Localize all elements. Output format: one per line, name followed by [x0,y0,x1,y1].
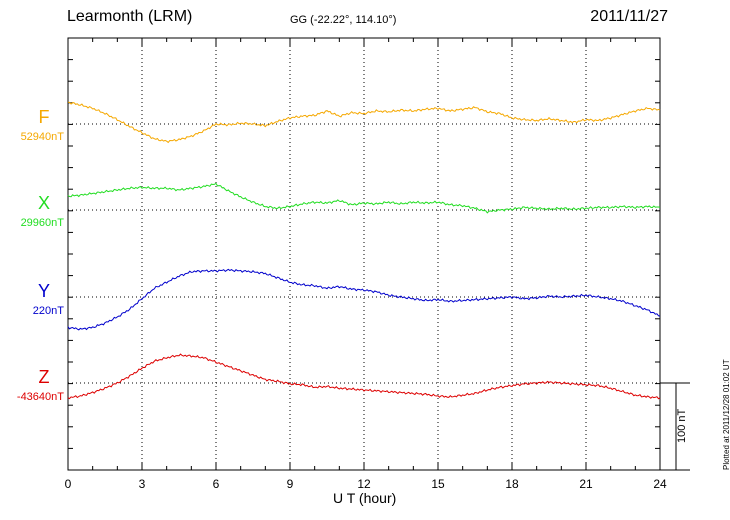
scale-bar [660,382,690,471]
series-line-x [67,182,661,214]
series-line-z [67,353,661,400]
x-tick-label: 9 [287,477,294,491]
scale-bar-label: 100 nT [676,408,688,443]
station-title: Learmonth (LRM) [67,8,193,25]
component-baseline-x: 29960nT [20,217,64,229]
x-tick-label: 0 [65,477,72,491]
component-letter-y: Y [37,281,50,301]
x-tick-label: 24 [653,477,667,491]
coordinates-label: GG (-22.22°, 114.10°) [290,14,397,26]
x-tick-label: 21 [579,477,593,491]
x-tick-label: 15 [431,477,445,491]
x-tick-labels: 0 3 6 9 12 15 18 21 24 [65,477,667,491]
component-letter-z: Z [38,367,50,387]
series-line-y [67,268,661,331]
date-label: 2011/11/27 [590,8,668,25]
component-baseline-z: -43640nT [16,391,64,403]
grid [68,38,660,470]
x-tick-label: 3 [139,477,146,491]
component-letter-x: X [37,193,50,213]
x-tick-label: 12 [357,477,371,491]
series-line-f [67,101,661,144]
x-axis-label: U T (hour) [333,490,397,506]
x-tick-label: 18 [505,477,519,491]
component-baseline-f: 52940nT [20,131,64,143]
series-group [67,101,661,400]
plotted-timestamp: Plotted at 2011/12/28 01:02 UT [722,359,730,470]
axis-ticks [67,38,661,470]
component-baseline-y: 220nT [32,305,64,317]
component-letter-f: F [38,107,50,127]
x-tick-label: 6 [213,477,220,491]
